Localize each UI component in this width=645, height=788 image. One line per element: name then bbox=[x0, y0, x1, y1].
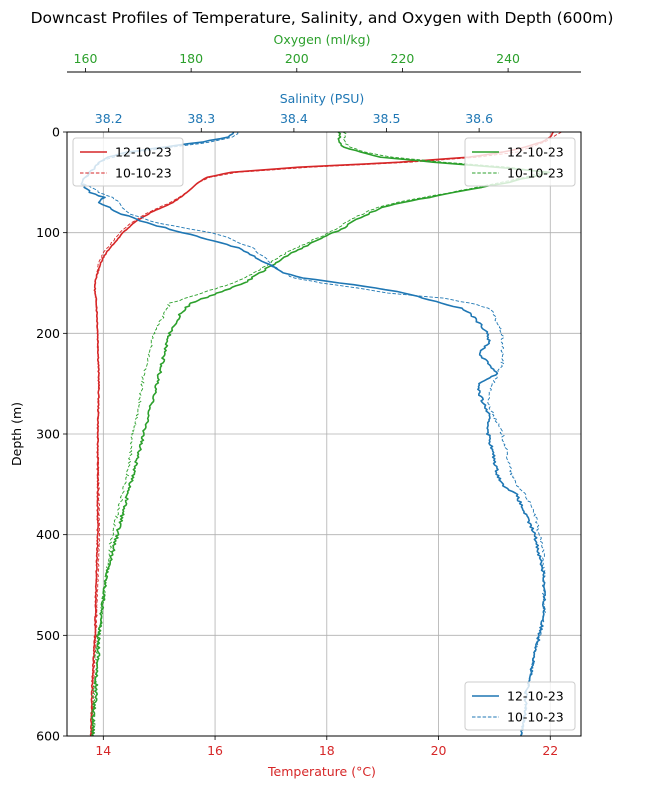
salinity-tick-label: 38.4 bbox=[280, 111, 308, 126]
oxygen-tick-label: 200 bbox=[285, 51, 309, 66]
legend-label: 12-10-23 bbox=[507, 145, 564, 160]
y-axis-label: Depth (m) bbox=[9, 402, 24, 466]
y-tick-label: 300 bbox=[36, 427, 60, 442]
salinity-tick-label: 38.5 bbox=[373, 111, 401, 126]
oxygen-series-dashed bbox=[91, 131, 545, 737]
salinity-tick-label: 38.6 bbox=[465, 111, 493, 126]
oxygen-tick-label: 240 bbox=[496, 51, 520, 66]
salinity-axis-label: Salinity (PSU) bbox=[280, 91, 365, 106]
y-tick-label: 500 bbox=[36, 628, 60, 643]
temperature-series-solid bbox=[89, 131, 554, 737]
legend-label: 10-10-23 bbox=[115, 166, 172, 181]
y-tick-label: 400 bbox=[36, 527, 60, 542]
temperature-tick-label: 14 bbox=[95, 743, 111, 758]
temperature-tick-label: 22 bbox=[542, 743, 558, 758]
salinity-tick-label: 38.3 bbox=[187, 111, 215, 126]
grid-lines bbox=[67, 131, 581, 737]
legend-label: 10-10-23 bbox=[507, 166, 564, 181]
oxygen-tick-label: 220 bbox=[391, 51, 415, 66]
chart-title: Downcast Profiles of Temperature, Salini… bbox=[31, 9, 614, 27]
y-tick-label: 600 bbox=[36, 729, 60, 744]
axes-layer: 0 100 200 300 400 500 600 14 16 18 20 22 38.2 38.3 38.… bbox=[36, 51, 581, 758]
legend-box bbox=[464, 137, 576, 187]
y-tick-label: 0 bbox=[52, 125, 60, 140]
oxygen-tick-label: 180 bbox=[179, 51, 203, 66]
legend-label: 10-10-23 bbox=[507, 710, 564, 725]
legend-box bbox=[72, 137, 184, 187]
legend-label: 12-10-23 bbox=[115, 145, 172, 160]
legend-layer: 12-10-2310-10-2312-10-2310-10-2312-10-23… bbox=[72, 137, 576, 731]
legend-salinity: 12-10-23 10-10-23 bbox=[464, 681, 576, 731]
temperature-tick-label: 20 bbox=[431, 743, 447, 758]
temperature-series-dashed bbox=[91, 131, 562, 736]
temperature-axis-label: Temperature (°C) bbox=[267, 764, 376, 779]
legend-box bbox=[464, 681, 576, 731]
salinity-series-dashed bbox=[81, 132, 546, 737]
legend-temperature: 12-10-23 10-10-23 bbox=[72, 137, 184, 187]
salinity-series-solid bbox=[80, 131, 547, 737]
temperature-tick-label: 16 bbox=[207, 743, 223, 758]
series-layer bbox=[80, 131, 562, 737]
oxygen-series-solid bbox=[91, 131, 551, 737]
salinity-tick-label: 38.2 bbox=[95, 111, 123, 126]
oxygen-axis-label: Oxygen (ml/kg) bbox=[274, 32, 371, 47]
y-tick-label: 100 bbox=[36, 225, 60, 240]
legend-label: 12-10-23 bbox=[507, 689, 564, 704]
legend-oxygen: 12-10-23 10-10-23 bbox=[464, 137, 576, 187]
y-tick-label: 200 bbox=[36, 326, 60, 341]
oxygen-tick-label: 160 bbox=[74, 51, 98, 66]
temperature-tick-label: 18 bbox=[319, 743, 335, 758]
